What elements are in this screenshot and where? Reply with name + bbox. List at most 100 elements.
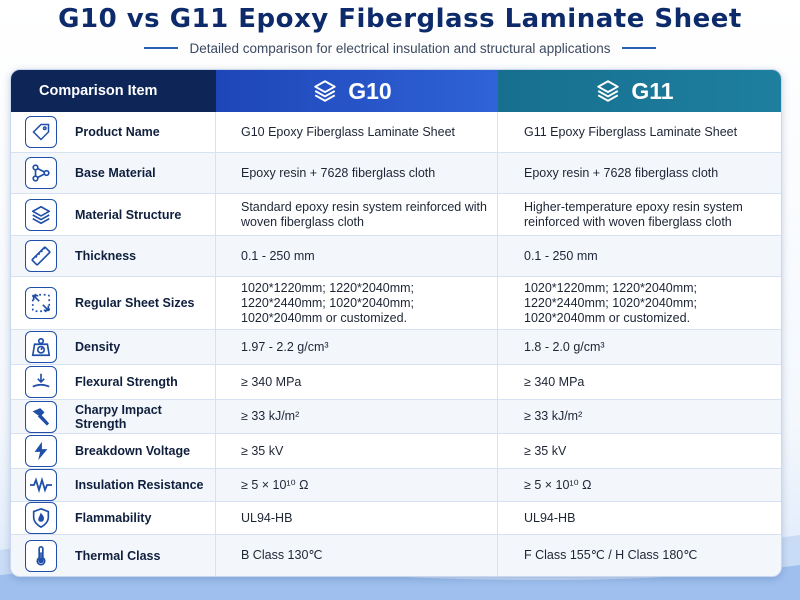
- layers-icon: [314, 80, 336, 102]
- g11-cell: F Class 155℃ / H Class 180℃: [498, 535, 781, 576]
- tag-icon: [25, 116, 57, 148]
- header-g10-label: G10: [348, 77, 392, 104]
- layers-icon: [25, 198, 57, 231]
- g11-cell: ≥ 340 MPa: [498, 365, 781, 399]
- hammer-icon: [25, 400, 57, 433]
- g10-value: 1.97 - 2.2 g/cm³: [241, 339, 329, 354]
- g10-value: ≥ 33 kJ/m²: [241, 409, 300, 423]
- g10-cell: UL94-HB: [216, 502, 498, 534]
- g10-value: ≥ 35 kV: [241, 443, 284, 458]
- g11-value: ≥ 35 kV: [524, 443, 567, 458]
- row-label-cell: Regular Sheet Sizes: [11, 277, 216, 329]
- lightning-icon: [25, 435, 57, 467]
- table-row: Breakdown Voltage ≥ 35 kV ≥ 35 kV: [11, 434, 781, 469]
- row-label-cell: Breakdown Voltage: [11, 434, 216, 468]
- g11-value: 0.1 - 250 mm: [524, 248, 598, 263]
- page-subtitle: Detailed comparison for electrical insul…: [189, 40, 611, 56]
- table-row: Flammability UL94-HB UL94-HB: [11, 502, 781, 535]
- table-row: Base Material Epoxy resin + 7628 fibergl…: [11, 153, 781, 194]
- g11-cell: ≥ 35 kV: [498, 434, 781, 468]
- row-label-cell: Material Structure: [11, 194, 216, 235]
- g10-value: ≥ 5 × 10¹⁰ Ω: [241, 477, 309, 492]
- subtitle-row: Detailed comparison for electrical insul…: [0, 38, 800, 58]
- row-label-cell: Flexural Strength: [11, 365, 216, 399]
- g11-cell: Higher-temperature epoxy resin system re…: [498, 194, 781, 235]
- g11-value: F Class 155℃ / H Class 180℃: [524, 548, 698, 562]
- g11-value: 1.8 - 2.0 g/cm³: [524, 339, 605, 354]
- row-label: Thermal Class: [75, 548, 161, 563]
- g10-value: ≥ 340 MPa: [241, 374, 302, 389]
- table-header: Comparison Item G10 G11: [11, 70, 781, 112]
- table-row: Charpy Impact Strength ≥ 33 kJ/m² ≥ 33 k…: [11, 400, 781, 434]
- table-row: Material Structure Standard epoxy resin …: [11, 194, 781, 236]
- g11-cell: G11 Epoxy Fiberglass Laminate Sheet: [498, 112, 781, 152]
- row-label-cell: Density: [11, 330, 216, 364]
- table-row: Regular Sheet Sizes 1020*1220mm; 1220*20…: [11, 277, 781, 330]
- g11-value: UL94-HB: [524, 510, 576, 525]
- resize-icon: [25, 287, 57, 319]
- row-label: Base Material: [75, 166, 156, 180]
- g10-value: Epoxy resin + 7628 fiberglass cloth: [241, 165, 436, 180]
- g11-cell: UL94-HB: [498, 502, 781, 534]
- row-label-cell: Base Material: [11, 153, 216, 193]
- table-row: Thermal Class B Class 130℃ F Class 155℃ …: [11, 535, 781, 576]
- g10-cell: B Class 130℃: [216, 535, 498, 576]
- g10-cell: Epoxy resin + 7628 fiberglass cloth: [216, 153, 498, 193]
- table-row: Density 1.97 - 2.2 g/cm³ 1.8 - 2.0 g/cm³: [11, 330, 781, 365]
- subtitle-divider-left: [143, 47, 178, 49]
- ruler-icon: [25, 240, 57, 272]
- flame-shield-icon: [25, 502, 57, 534]
- row-label: Material Structure: [75, 207, 182, 222]
- row-label-cell: Insulation Resistance: [11, 469, 216, 501]
- layers-icon: [597, 80, 620, 102]
- g10-cell: 1020*1220mm; 1220*2040mm; 1220*2440mm; 1…: [216, 277, 498, 329]
- g10-value: 0.1 - 250 mm: [241, 248, 315, 263]
- g11-value: ≥ 33 kJ/m²: [524, 409, 583, 423]
- g11-value: ≥ 5 × 10¹⁰ Ω: [524, 477, 592, 492]
- weight-icon: [25, 331, 57, 363]
- g11-value: ≥ 340 MPa: [524, 374, 585, 389]
- row-label-cell: Thermal Class: [11, 535, 216, 576]
- row-label-cell: Product Name: [11, 112, 216, 152]
- header-comparison-item: Comparison Item: [11, 70, 216, 112]
- header-g10: G10: [216, 70, 498, 112]
- g11-cell: 1.8 - 2.0 g/cm³: [498, 330, 781, 364]
- row-label-cell: Flammability: [11, 502, 216, 534]
- molecule-icon: [25, 157, 57, 189]
- row-label: Breakdown Voltage: [75, 444, 191, 458]
- table-row: Insulation Resistance ≥ 5 × 10¹⁰ Ω ≥ 5 ×…: [11, 469, 781, 502]
- row-label: Flexural Strength: [75, 375, 178, 389]
- g11-cell: ≥ 33 kJ/m²: [498, 400, 781, 433]
- row-label: Insulation Resistance: [75, 478, 204, 492]
- row-label: Flammability: [75, 511, 152, 525]
- page-title: G10 vs G11 Epoxy Fiberglass Laminate She…: [58, 4, 742, 34]
- row-label: Thickness: [75, 249, 137, 263]
- resistor-icon: [25, 469, 57, 501]
- subtitle-divider-right: [622, 47, 657, 49]
- row-label-cell: Thickness: [11, 236, 216, 276]
- g11-cell: ≥ 5 × 10¹⁰ Ω: [498, 469, 781, 501]
- g10-value: Standard epoxy resin system reinforced w…: [241, 199, 487, 229]
- table-row: Flexural Strength ≥ 340 MPa ≥ 340 MPa: [11, 365, 781, 400]
- g11-value: Higher-temperature epoxy resin system re…: [524, 199, 743, 229]
- flex-arrow-icon: [25, 366, 57, 398]
- g11-cell: 0.1 - 250 mm: [498, 236, 781, 276]
- g10-cell: 1.97 - 2.2 g/cm³: [216, 330, 498, 364]
- thermometer-icon: [25, 539, 57, 572]
- row-label: Density: [75, 340, 121, 354]
- g10-cell: ≥ 33 kJ/m²: [216, 400, 498, 433]
- g10-cell: Standard epoxy resin system reinforced w…: [216, 194, 498, 235]
- g11-value: 1020*1220mm; 1220*2040mm; 1220*2440mm; 1…: [524, 280, 698, 325]
- g11-cell: Epoxy resin + 7628 fiberglass cloth: [498, 153, 781, 193]
- g10-value: B Class 130℃: [241, 548, 323, 562]
- header-g11: G11: [498, 70, 781, 112]
- g10-value: UL94-HB: [241, 510, 293, 525]
- table-row: Product Name G10 Epoxy Fiberglass Lamina…: [11, 112, 781, 153]
- g11-value: G11 Epoxy Fiberglass Laminate Sheet: [524, 124, 738, 139]
- g11-value: Epoxy resin + 7628 fiberglass cloth: [524, 165, 719, 180]
- g10-cell: ≥ 5 × 10¹⁰ Ω: [216, 469, 498, 501]
- g10-value: 1020*1220mm; 1220*2040mm; 1220*2440mm; 1…: [241, 280, 415, 325]
- row-label: Product Name: [75, 125, 160, 139]
- comparison-table: Comparison Item G10 G11 Product Name G10…: [10, 69, 782, 577]
- header-g11-label: G11: [631, 77, 674, 104]
